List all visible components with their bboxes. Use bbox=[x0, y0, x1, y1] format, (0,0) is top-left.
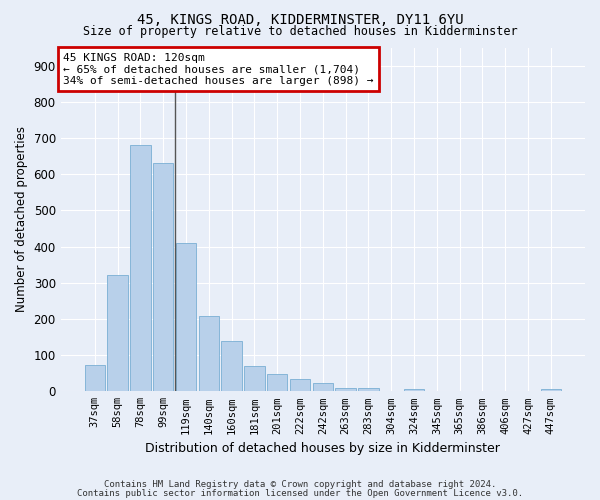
Bar bbox=[358, 388, 379, 392]
Bar bbox=[313, 384, 333, 392]
Bar bbox=[267, 374, 287, 392]
Bar bbox=[244, 366, 265, 392]
Bar bbox=[85, 365, 105, 392]
Bar bbox=[290, 378, 310, 392]
Text: Size of property relative to detached houses in Kidderminster: Size of property relative to detached ho… bbox=[83, 25, 517, 38]
Bar bbox=[130, 145, 151, 392]
Text: Contains HM Land Registry data © Crown copyright and database right 2024.: Contains HM Land Registry data © Crown c… bbox=[104, 480, 496, 489]
Text: Contains public sector information licensed under the Open Government Licence v3: Contains public sector information licen… bbox=[77, 489, 523, 498]
Bar bbox=[107, 276, 128, 392]
Bar bbox=[404, 389, 424, 392]
Bar bbox=[335, 388, 356, 392]
Text: 45 KINGS ROAD: 120sqm
← 65% of detached houses are smaller (1,704)
34% of semi-d: 45 KINGS ROAD: 120sqm ← 65% of detached … bbox=[63, 52, 374, 86]
Text: 45, KINGS ROAD, KIDDERMINSTER, DY11 6YU: 45, KINGS ROAD, KIDDERMINSTER, DY11 6YU bbox=[137, 12, 463, 26]
Bar bbox=[541, 389, 561, 392]
Y-axis label: Number of detached properties: Number of detached properties bbox=[15, 126, 28, 312]
Bar bbox=[199, 316, 219, 392]
Bar bbox=[153, 164, 173, 392]
X-axis label: Distribution of detached houses by size in Kidderminster: Distribution of detached houses by size … bbox=[145, 442, 500, 455]
Bar bbox=[221, 340, 242, 392]
Bar bbox=[176, 243, 196, 392]
